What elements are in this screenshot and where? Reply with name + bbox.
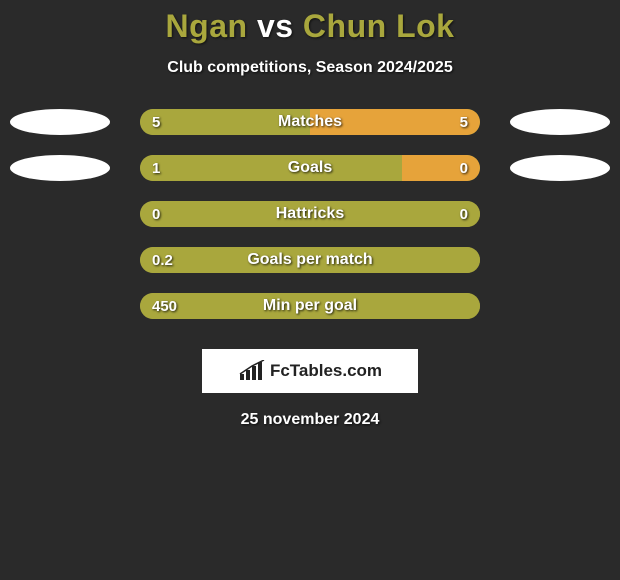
stat-label: Goals per match — [140, 247, 480, 273]
stat-bar: 450Min per goal — [140, 293, 480, 319]
subtitle: Club competitions, Season 2024/2025 — [0, 59, 620, 77]
logo-text: FcTables.com — [270, 361, 382, 381]
player1-badge — [10, 109, 110, 135]
player1-name: Ngan — [166, 8, 248, 44]
logo-box[interactable]: FcTables.com — [202, 349, 418, 393]
stat-right-value: 5 — [460, 109, 468, 135]
stat-bar: 5Matches5 — [140, 109, 480, 135]
page-title: Ngan vs Chun Lok — [0, 8, 620, 45]
comparison-card: Ngan vs Chun Lok Club competitions, Seas… — [0, 0, 620, 429]
player2-badge — [510, 155, 610, 181]
stat-row: 1Goals0 — [10, 155, 610, 181]
stat-row: 0.2Goals per match — [10, 247, 610, 273]
stats-list: 5Matches51Goals00Hattricks00.2Goals per … — [0, 109, 620, 319]
stat-right-value: 0 — [460, 201, 468, 227]
stat-label: Goals — [140, 155, 480, 181]
stat-bar: 0.2Goals per match — [140, 247, 480, 273]
stat-right-value: 0 — [460, 155, 468, 181]
stat-bar: 0Hattricks0 — [140, 201, 480, 227]
stat-bar: 1Goals0 — [140, 155, 480, 181]
date-label: 25 november 2024 — [0, 411, 620, 429]
stat-row: 0Hattricks0 — [10, 201, 610, 227]
vs-text: vs — [257, 8, 294, 44]
stat-label: Min per goal — [140, 293, 480, 319]
stat-row: 450Min per goal — [10, 293, 610, 319]
bar-chart-icon — [238, 360, 266, 382]
stat-label: Hattricks — [140, 201, 480, 227]
stat-row: 5Matches5 — [10, 109, 610, 135]
stat-label: Matches — [140, 109, 480, 135]
player1-badge — [10, 155, 110, 181]
player2-badge — [510, 109, 610, 135]
player2-name: Chun Lok — [303, 8, 455, 44]
